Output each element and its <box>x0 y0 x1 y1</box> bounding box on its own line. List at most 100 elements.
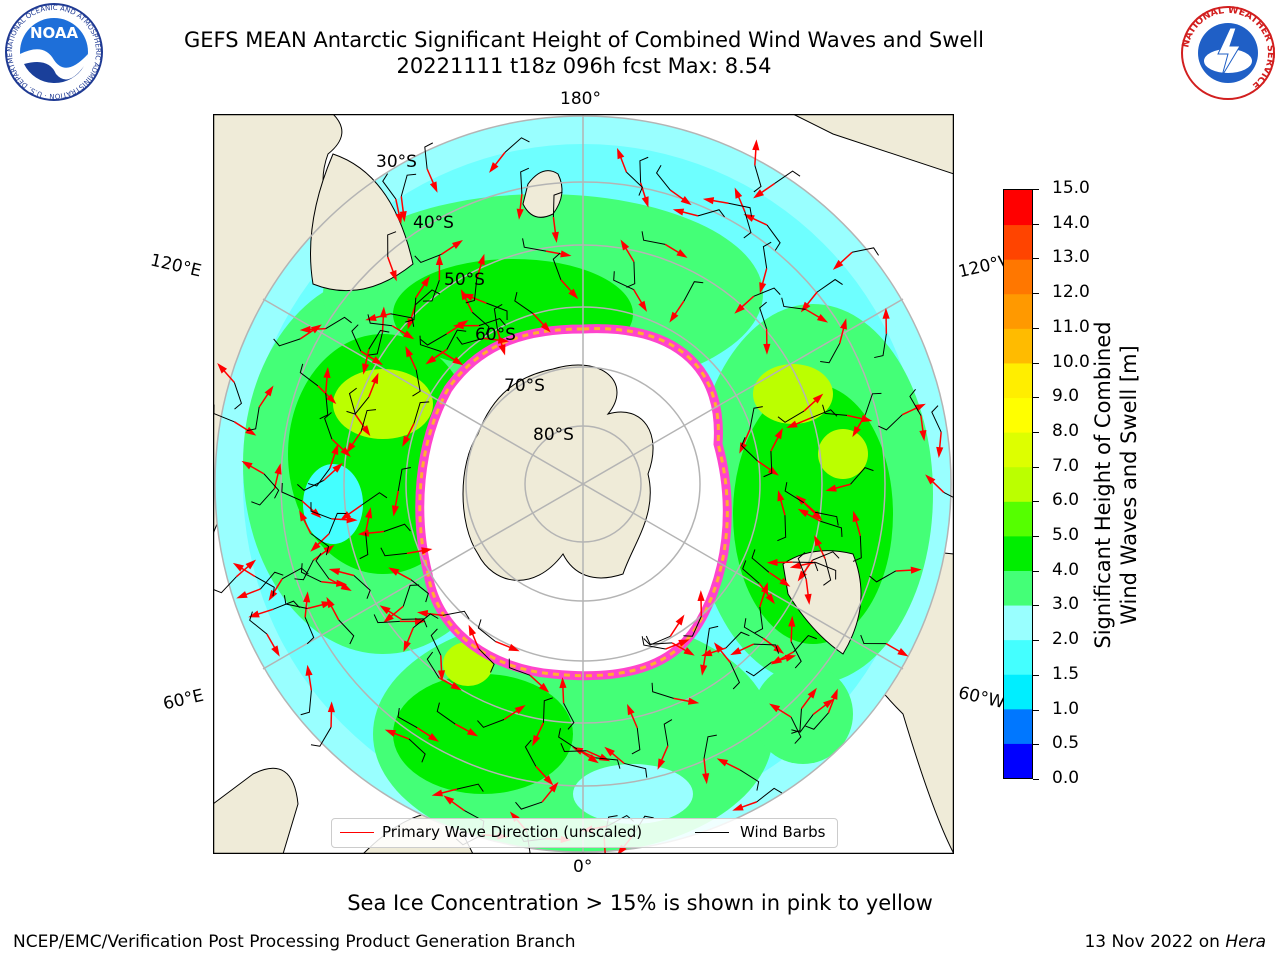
wind-barb <box>797 552 807 580</box>
wave-arrow-head <box>825 484 837 492</box>
wave-arrow-head <box>245 559 257 570</box>
wind-barb <box>703 734 717 759</box>
colorbar-block <box>1004 570 1032 606</box>
wave-arrow-head <box>680 195 692 206</box>
wave-arrow-head <box>765 593 775 605</box>
colorbar-tick-mark <box>1033 536 1039 538</box>
lon-label-180: 180° <box>560 89 601 109</box>
wave-arrow-head <box>362 363 370 375</box>
colorbar-label-line2: Wind Waves and Swell [m] <box>1117 345 1141 625</box>
wind-barb <box>645 635 673 645</box>
noaa-logo: NATIONAL OCEANIC AND ATMOSPHERIC ADMINIS… <box>4 2 103 101</box>
wave-arrow-head <box>830 688 838 700</box>
wave-arrow-head <box>617 844 627 854</box>
colorbar-tick-label: 4.0 <box>1052 559 1080 580</box>
wind-barb <box>319 392 329 420</box>
wave-arrow-head <box>395 213 403 225</box>
wave-arrow-head <box>236 591 248 599</box>
wind-barb <box>310 502 332 520</box>
wave-arrow-head <box>332 462 343 473</box>
wave-arrow-head <box>451 239 463 249</box>
wave-arrow-head <box>559 677 567 689</box>
wave-arrow-head <box>823 698 834 709</box>
wind-barb <box>477 619 496 643</box>
wave-arrow-head <box>739 442 747 454</box>
wind-barb <box>762 241 772 269</box>
wave-arrow-head <box>416 609 429 618</box>
footer-organization: NCEP/EMC/Verification Post Processing Pr… <box>13 932 576 952</box>
wind-barb <box>361 492 388 506</box>
wave-arrow-head <box>675 614 685 626</box>
wind-barb <box>542 697 553 723</box>
wave-arrow-head <box>832 259 844 270</box>
wave-arrow-head <box>323 544 335 555</box>
wave-arrow-head <box>734 187 743 199</box>
wind-barb <box>626 261 636 288</box>
wave-arrow-head <box>568 288 579 300</box>
wave-arrow-head <box>379 605 391 615</box>
wind-barb <box>273 338 301 347</box>
wind-barb <box>442 610 470 620</box>
footer-date-text: 13 Nov 2022 on <box>1084 932 1226 952</box>
wind-barb <box>401 618 428 628</box>
colorbar-tick-mark <box>1033 570 1039 572</box>
lat-label-30s: 30°S <box>376 152 417 172</box>
wave-arrow-head <box>657 758 666 770</box>
wind-barb <box>697 209 725 218</box>
wave-arrow-head <box>730 647 742 656</box>
wave-arrow-head <box>538 682 550 693</box>
wind-barb <box>390 313 415 327</box>
wind-barb <box>397 707 418 729</box>
wind-barb <box>456 783 484 792</box>
wind-barb <box>281 482 303 502</box>
colorbar-block <box>1004 639 1032 675</box>
colorbar-tick-mark <box>1033 674 1039 676</box>
wave-arrow-head <box>340 511 352 521</box>
wind-barb <box>790 716 802 744</box>
wind-barb <box>763 451 773 478</box>
wind-barb <box>743 211 752 239</box>
wave-arrow-head <box>303 591 311 603</box>
wave-arrow-head <box>389 269 397 282</box>
colorbar-tick-label: 13.0 <box>1052 247 1090 268</box>
wind-barb <box>359 532 369 560</box>
wave-arrow-head <box>627 703 635 716</box>
wave-arrow-head <box>402 435 411 447</box>
wind-barb <box>729 662 741 690</box>
wave-arrow-head <box>784 654 797 662</box>
wind-barb <box>310 727 332 747</box>
wind-barb <box>307 468 331 487</box>
wind-barb <box>251 488 275 506</box>
wave-arrow-head <box>687 697 700 705</box>
colorbar-tick-label: 6.0 <box>1052 490 1080 511</box>
wind-barb <box>793 634 817 653</box>
colorbar-label: Significant Height of Combined Wind Wave… <box>1090 275 1142 695</box>
wind-barb <box>436 702 456 725</box>
colorbar-tick-mark <box>1033 605 1039 607</box>
wind-barb <box>560 742 587 752</box>
colorbar-tick-label: 10.0 <box>1052 351 1090 372</box>
wind-barb <box>869 570 896 583</box>
wind-barb <box>414 253 442 264</box>
wave-arrow-head <box>678 639 690 647</box>
wave-arrow-head <box>804 593 812 605</box>
wave-arrow-head <box>797 570 807 582</box>
wind-barb <box>446 329 467 350</box>
wind-barb <box>613 271 634 290</box>
wind-barb <box>315 553 330 580</box>
wave-arrow-head <box>450 681 462 691</box>
wave-arrow-head <box>604 746 615 757</box>
colorbar-block <box>1004 674 1032 710</box>
wind-barb <box>456 336 484 345</box>
wind-barb <box>791 714 814 733</box>
wave-arrow-head <box>508 643 520 652</box>
wave-arrow-head <box>770 656 783 665</box>
wind-barb <box>324 412 333 440</box>
wave-arrow-head <box>759 282 767 294</box>
wind-barb <box>360 409 377 432</box>
wind-barb <box>641 231 666 245</box>
wave-arrow-head <box>516 208 524 220</box>
wave-arrow-head <box>774 428 783 440</box>
lon-label-0: 0° <box>573 857 593 877</box>
colorbar-tick-label: 0.5 <box>1052 733 1080 754</box>
